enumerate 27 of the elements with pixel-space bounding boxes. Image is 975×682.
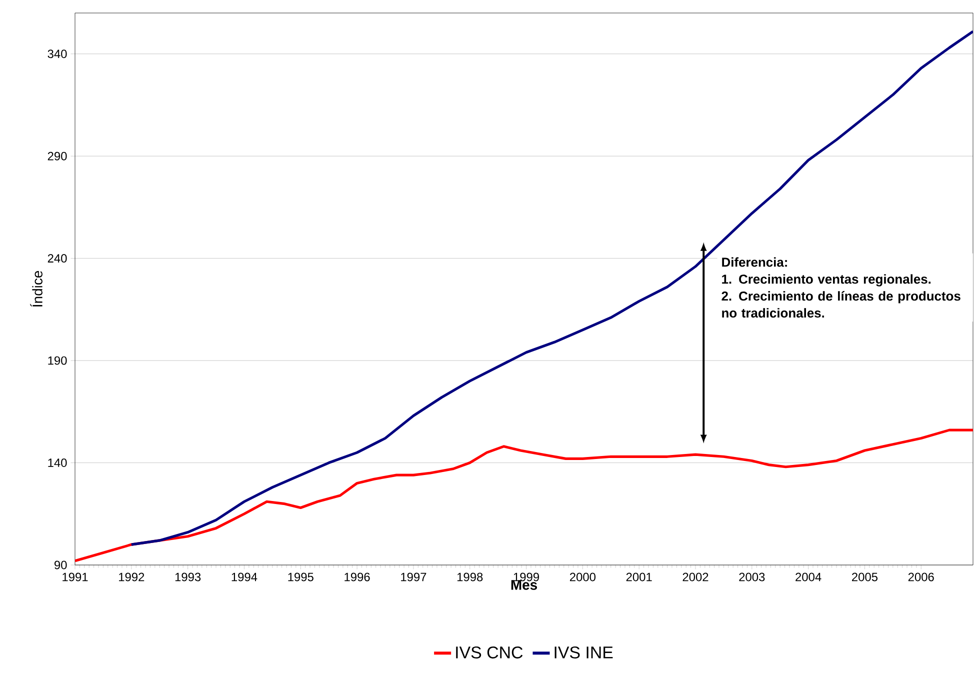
x-tick-label: 2005 bbox=[852, 572, 878, 582]
y-axis-title: Índice bbox=[30, 271, 42, 307]
x-tick-label: 2000 bbox=[570, 572, 596, 582]
y-tick-label: 90 bbox=[54, 560, 67, 570]
x-tick-label: 1996 bbox=[344, 572, 370, 582]
x-axis-title: Mes bbox=[511, 580, 537, 590]
x-tick-label: 2001 bbox=[626, 572, 652, 582]
x-tick-label: 2002 bbox=[682, 572, 708, 582]
y-tick-label: 340 bbox=[48, 50, 67, 58]
x-tick-label: 2003 bbox=[739, 572, 765, 582]
legend-label: IVS CNC bbox=[456, 646, 523, 658]
x-tick-label: 1993 bbox=[175, 572, 201, 582]
legend-label: IVS INE bbox=[554, 646, 613, 658]
y-tick-label: 240 bbox=[48, 254, 67, 263]
x-tick-label: 1991 bbox=[62, 572, 88, 582]
y-tick-label: 290 bbox=[48, 152, 67, 160]
y-tick-label: 140 bbox=[48, 458, 67, 467]
x-tick-label: 1997 bbox=[401, 572, 426, 582]
x-tick-label: 1994 bbox=[232, 572, 258, 582]
annotation: Diferencia: 1. Crecimiento ventas regionales. 2. Crecimiento de líneas de productos no tradicionales. bbox=[722, 257, 960, 318]
x-tick-label: 1992 bbox=[119, 572, 144, 582]
x-tick-label: 2006 bbox=[908, 572, 934, 582]
x-tick-label: 1999 bbox=[514, 572, 539, 582]
y-tick-label: 190 bbox=[48, 356, 67, 365]
x-tick-label: 1998 bbox=[457, 572, 483, 582]
x-tick-label: 1995 bbox=[288, 572, 314, 582]
x-tick-label: 2004 bbox=[796, 572, 822, 582]
